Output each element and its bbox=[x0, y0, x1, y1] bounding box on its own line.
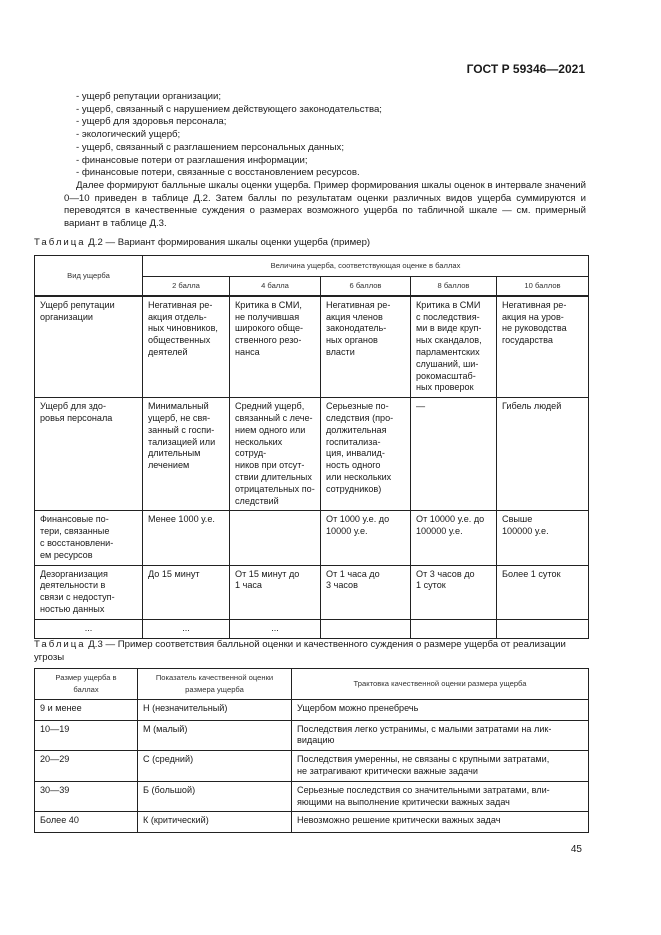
table-row: 30—39 Б (большой) Серьезные последствия со… bbox=[34, 780, 589, 813]
column-header: Показатель качественной оценки размера у… bbox=[137, 668, 292, 700]
table-d2-caption: Таблица Д.2 — Вариант формирования шкалы… bbox=[34, 237, 588, 250]
table-cell: Гибель людей bbox=[495, 397, 590, 512]
table-cell bbox=[410, 618, 497, 639]
table-cell: Финансовые по- тери, связанные с восстан… bbox=[34, 510, 143, 566]
table-cell: Ущербом можно пренебречь bbox=[291, 698, 589, 721]
table-d3: Размер ущерба в баллах Показатель качеств… bbox=[34, 668, 589, 834]
table-cell: Серьезные последствия со значительными з… bbox=[291, 780, 589, 813]
table-row: Ущерб репутации организации Негативная ре… bbox=[34, 295, 590, 399]
column-header-score: 8 баллов bbox=[410, 275, 497, 297]
table-cell: Дезорганизация деятельности в связи с не… bbox=[34, 564, 143, 620]
bullet-item: - ущерб для здоровья персонала; bbox=[76, 116, 227, 128]
table-cell: 9 и менее bbox=[34, 698, 138, 721]
column-header-score: 4 балла bbox=[229, 275, 321, 297]
table-cell: От 1 часа до 3 часов bbox=[320, 564, 411, 620]
table-cell: Менее 1000 у.е. bbox=[142, 510, 230, 566]
body-paragraph: Далее формируют балльные шкалы оценки ущ… bbox=[64, 180, 586, 230]
table-row: 10—19 М (малый) Последствия легко устраним… bbox=[34, 719, 589, 752]
column-header-score: 10 баллов bbox=[495, 275, 590, 297]
table-cell: Негативная ре- акция на уров- не руковод… bbox=[495, 295, 590, 399]
table-cell: От 1000 у.е. до 10000 у.е. bbox=[320, 510, 411, 566]
document-id: ГОСТ Р 59346—2021 bbox=[466, 62, 585, 76]
table-cell: Свыше 100000 у.е. bbox=[495, 510, 590, 566]
table-cell: Ущерб для здо- ровья персонала bbox=[34, 397, 143, 512]
table-cell: Более 40 bbox=[34, 811, 138, 834]
table-cell: — bbox=[410, 397, 497, 512]
caption-label: Таблица bbox=[34, 639, 86, 650]
bullet-item: - ущерб репутации организации; bbox=[76, 91, 222, 102]
table-cell: Критика в СМИ с последствия- ми в виде к… bbox=[410, 295, 497, 399]
bullet-item: - ущерб, связанный с разглашением персон… bbox=[76, 141, 344, 153]
table-cell: От 3 часов до 1 суток bbox=[410, 564, 497, 620]
table-row: ......... bbox=[34, 618, 590, 639]
column-header: Размер ущерба в баллах bbox=[34, 668, 138, 700]
caption-text: Д.2 — Вариант формирования шкалы оценки … bbox=[85, 237, 371, 248]
table-d2: Вид ущерба Величина ущерба, соответствую… bbox=[34, 254, 590, 639]
table-cell: 30—39 bbox=[34, 780, 138, 813]
table-row: 20—29 С (средний) Последствия умеренны, не… bbox=[34, 750, 589, 782]
page-number: 45 bbox=[570, 844, 582, 855]
table-cell: Минимальный ущерб, не свя- занный с госп… bbox=[142, 397, 230, 512]
table-cell: Серьезные по- следствия (про- должительн… bbox=[320, 397, 411, 512]
column-header-score: 6 баллов bbox=[320, 275, 411, 297]
table-cell: До 15 минут bbox=[142, 564, 230, 620]
table-cell: От 10000 у.е. до 100000 у.е. bbox=[410, 510, 497, 566]
table-cell: Б (большой) bbox=[137, 780, 292, 813]
table-cell bbox=[495, 618, 590, 639]
bullet-item: - экологический ущерб; bbox=[76, 129, 181, 141]
table-cell: ... bbox=[229, 618, 321, 639]
table-cell: Ущерб репутации организации bbox=[34, 295, 143, 399]
table-row: Финансовые по- тери, связанные с восстан… bbox=[34, 510, 590, 566]
table-cell: 20—29 bbox=[34, 750, 138, 782]
table-cell: Невозможно решение критически важных зад… bbox=[291, 811, 589, 834]
bullet-item: - финансовые потери, связанные с восстан… bbox=[76, 167, 360, 179]
table-cell: М (малый) bbox=[137, 719, 292, 752]
table-cell: Негативная ре- акция отдель- ных чиновни… bbox=[142, 295, 230, 399]
table-cell bbox=[229, 510, 321, 566]
table-row: Ущерб для здо- ровья персонала Минимальны… bbox=[34, 397, 590, 512]
table-row: 9 и менее Н (незначительный) Ущербом можно… bbox=[34, 698, 589, 721]
bullet-list: - ущерб репутации организации; - ущерб, с… bbox=[76, 91, 382, 180]
table-cell: От 15 минут до 1 часа bbox=[229, 564, 321, 620]
table-cell: Последствия умеренны, не связаны с крупн… bbox=[291, 750, 589, 782]
column-header-damage-type: Вид ущерба bbox=[34, 254, 143, 297]
table-cell: Более 1 суток bbox=[495, 564, 590, 620]
bullet-item: - ущерб, связанный с нарушением действую… bbox=[76, 103, 382, 115]
caption-label: Таблица bbox=[34, 237, 86, 248]
table-cell: Средний ущерб, связанный с лече- нием од… bbox=[229, 397, 321, 512]
group-header: Величина ущерба, соответствующая оценке … bbox=[141, 255, 590, 277]
column-header-score: 2 балла bbox=[142, 275, 230, 297]
table-d3-caption: Таблица Д.3 — Пример соответствия балльн… bbox=[34, 639, 588, 664]
table-cell: К (критический) bbox=[137, 811, 292, 834]
table-cell: Последствия легко устранимы, с малыми за… bbox=[291, 719, 589, 752]
column-header: Трактовка качественной оценки размера ущ… bbox=[291, 668, 589, 700]
table-cell: ... bbox=[34, 618, 143, 639]
table-cell: ... bbox=[142, 618, 230, 639]
table-row: Более 40 К (критический) Невозможно решени… bbox=[34, 811, 589, 834]
bullet-item: - финансовые потери от разглашения инфор… bbox=[76, 154, 308, 166]
table-cell: Н (незначительный) bbox=[137, 698, 292, 721]
caption-text: Д.3 — Пример соответствия балльной оценк… bbox=[34, 639, 566, 663]
table-cell: 10—19 bbox=[34, 719, 138, 752]
table-cell: Критика в СМИ, не получившая широкого об… bbox=[229, 295, 321, 399]
table-cell: Негативная ре- акция членов законодатель… bbox=[320, 295, 411, 399]
table-cell: С (средний) bbox=[137, 750, 292, 782]
table-cell bbox=[320, 618, 411, 639]
table-row: Дезорганизация деятельности в связи с не… bbox=[34, 564, 590, 620]
